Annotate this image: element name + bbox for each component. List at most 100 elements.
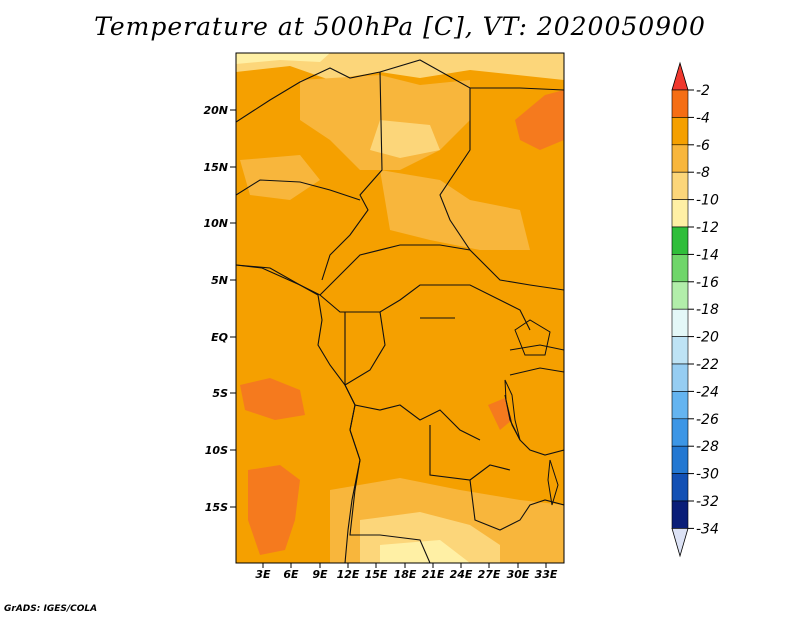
colorbar-label: -4 xyxy=(696,110,710,126)
colorbar-bottom-triangle xyxy=(671,528,689,558)
colorbar-tick: -16 xyxy=(688,275,719,291)
lon-tick: 21E xyxy=(422,563,445,581)
temperature-field xyxy=(236,53,564,563)
colorbar-segment xyxy=(671,254,689,283)
colorbar-tick: -24 xyxy=(688,384,719,400)
coastline xyxy=(236,264,361,563)
lat-tick: 15N xyxy=(203,161,236,174)
colorbar-label: -18 xyxy=(696,302,719,318)
colorbar-segment xyxy=(671,336,689,365)
credit-text: GrADS: IGES/COLA xyxy=(4,604,98,614)
lat-tick: 5S xyxy=(212,387,236,400)
colorbar-label: -2 xyxy=(696,83,710,99)
colorbar-tick: -26 xyxy=(688,412,719,428)
colorbar-tick: -32 xyxy=(688,494,719,510)
lat-tick-label: 15S xyxy=(205,501,228,514)
colorbar-label: -16 xyxy=(696,275,719,291)
lon-tick: 33E xyxy=(535,563,558,581)
lon-tick-label: 6E xyxy=(283,568,299,581)
lon-tick-label: 33E xyxy=(535,568,558,581)
colorbar-label: -8 xyxy=(696,165,710,181)
colorbar-segment xyxy=(671,144,689,173)
lat-tick: 20N xyxy=(203,104,236,117)
colorbar-tick: -20 xyxy=(688,330,719,346)
colorbar-label: -28 xyxy=(696,439,719,455)
colorbar-label: -34 xyxy=(696,521,719,537)
colorbar-segment xyxy=(671,89,689,118)
lat-tick: 15S xyxy=(205,501,236,514)
colorbar-tick: -6 xyxy=(688,138,710,154)
coolest-region-north xyxy=(236,53,330,64)
colorbar-segment xyxy=(671,308,689,337)
colorbar-label: -32 xyxy=(696,494,719,510)
cool-patch-west xyxy=(240,155,320,200)
colorbar-tick: -28 xyxy=(688,439,719,455)
colorbar-tick: -34 xyxy=(688,521,719,537)
colorbar-segment xyxy=(671,391,689,420)
lat-tick: 10N xyxy=(203,217,236,230)
colorbar-label: -22 xyxy=(696,357,719,373)
colorbar-tick: -22 xyxy=(688,357,719,373)
colorbar-segment xyxy=(671,473,689,502)
lat-tick-label: 10S xyxy=(205,444,228,457)
colorbar-segment xyxy=(671,418,689,447)
lon-tick-label: 27E xyxy=(478,568,501,581)
lon-tick-label: 21E xyxy=(422,568,445,581)
warm-patch-southwest-1 xyxy=(240,378,305,420)
warm-patch-northeast xyxy=(515,90,564,150)
lon-tick: 24E xyxy=(450,563,473,581)
colorbar-label: -10 xyxy=(696,193,719,209)
colorbar-tick: -2 xyxy=(688,83,710,99)
colorbar-segment xyxy=(671,445,689,474)
chart-title: Temperature at 500hPa [C], VT: 202005090… xyxy=(94,12,706,41)
lon-tick: 3E xyxy=(255,563,271,581)
colorbar-label: -24 xyxy=(696,384,719,400)
colorbar-tick: -4 xyxy=(688,110,710,126)
warm-patch-east-lake xyxy=(488,398,512,430)
colorbar-segment xyxy=(671,199,689,228)
colorbar-tick: -8 xyxy=(688,165,710,181)
lat-tick: 10S xyxy=(205,444,236,457)
lat-tick-label: EQ xyxy=(211,331,228,344)
colorbar-segment xyxy=(671,117,689,146)
lon-tick-label: 15E xyxy=(365,568,388,581)
lon-tick: 15E xyxy=(365,563,388,581)
longitude-axis: 3E 6E 9E 12E 15E 18E 21E 24E 27E 30E 33E xyxy=(255,563,558,581)
colorbar-tick: -10 xyxy=(688,193,719,209)
latitude-axis: 20N 15N 10N 5N EQ 5S 10S 15S xyxy=(203,104,236,514)
colorbar-label: -30 xyxy=(696,467,719,483)
lon-tick-label: 3E xyxy=(255,568,271,581)
lon-tick-label: 30E xyxy=(507,568,530,581)
colorbar-label: -26 xyxy=(696,412,719,428)
lat-tick-label: 15N xyxy=(203,161,228,174)
warm-patch-southwest-2 xyxy=(248,465,300,555)
lat-tick-label: 10N xyxy=(203,217,228,230)
cool-band-center xyxy=(380,170,530,250)
lat-tick-label: 5S xyxy=(212,387,228,400)
colorbar-label: -14 xyxy=(696,247,719,263)
colorbar-top-triangle xyxy=(671,61,689,91)
colorbar-label: -6 xyxy=(696,138,710,154)
lon-tick-label: 12E xyxy=(337,568,360,581)
colorbar-label: -12 xyxy=(696,220,719,236)
colorbar-tick: -30 xyxy=(688,467,719,483)
colorbar-segment xyxy=(671,500,689,529)
lat-tick-label: 5N xyxy=(211,274,228,287)
lat-tick: 5N xyxy=(211,274,236,287)
colorbar-segment xyxy=(671,363,689,392)
lon-tick-label: 9E xyxy=(312,568,328,581)
lon-tick: 27E xyxy=(478,563,501,581)
lon-tick: 9E xyxy=(312,563,328,581)
lake-outlines xyxy=(420,317,559,506)
colorbar-tick: -12 xyxy=(688,220,719,236)
lon-tick: 6E xyxy=(283,563,299,581)
lat-tick: EQ xyxy=(211,331,236,344)
lon-tick: 18E xyxy=(394,563,417,581)
colorbar-tick: -18 xyxy=(688,302,719,318)
lon-tick-label: 18E xyxy=(394,568,417,581)
map-frame xyxy=(235,52,565,564)
lat-tick-label: 20N xyxy=(203,104,228,117)
lon-tick: 12E xyxy=(337,563,360,581)
colorbar: -2 -4 -6 -8 -10 -12 -14 -16 -18 -20 -22 … xyxy=(671,61,719,558)
